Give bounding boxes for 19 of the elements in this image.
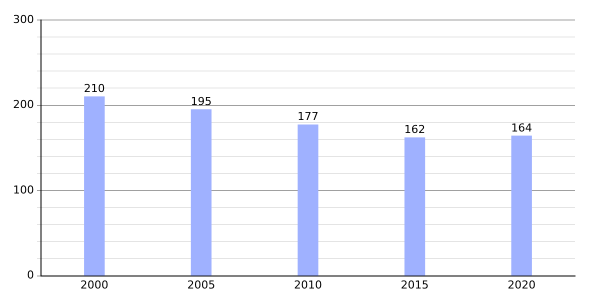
data-label: 177	[298, 110, 318, 124]
y-tick-label: 200	[12, 98, 34, 112]
x-tick-label: 2015	[400, 278, 429, 292]
x-tick-label: 2010	[294, 278, 322, 292]
x-tick-label: 2005	[187, 278, 216, 292]
data-label: 162	[404, 123, 426, 136]
bar	[190, 109, 212, 276]
bar	[84, 96, 105, 276]
bar	[511, 136, 532, 276]
data-label: 164	[511, 121, 532, 134]
x-tick-label: 2020	[508, 278, 536, 292]
bar	[298, 124, 318, 276]
data-label: 210	[84, 82, 105, 96]
x-tick-label: 2000	[80, 278, 108, 292]
y-tick-label: 0	[26, 268, 34, 282]
y-tick-label: 300	[12, 12, 34, 26]
bar	[404, 137, 426, 276]
y-tick-label: 100	[12, 183, 34, 196]
data-label: 195	[190, 94, 212, 108]
